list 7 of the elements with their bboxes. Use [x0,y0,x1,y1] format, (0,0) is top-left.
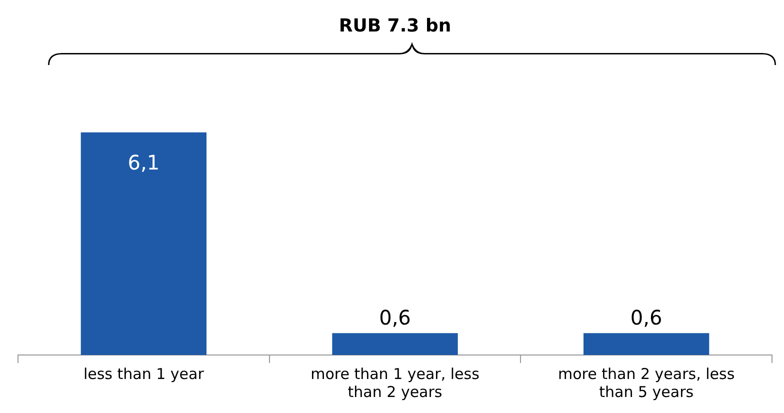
x-tick-label: more than 2 years, less than 5 years [558,364,735,401]
data-label: 6,1 [128,150,160,175]
x-tick-label: less than 1 year [83,364,205,383]
chart-title: RUB 7.3 bn [338,15,452,36]
data-label: 0,6 [379,305,411,330]
x-tick-label: more than 1 year, less than 2 years [310,364,480,401]
data-label: 0,6 [630,305,662,330]
